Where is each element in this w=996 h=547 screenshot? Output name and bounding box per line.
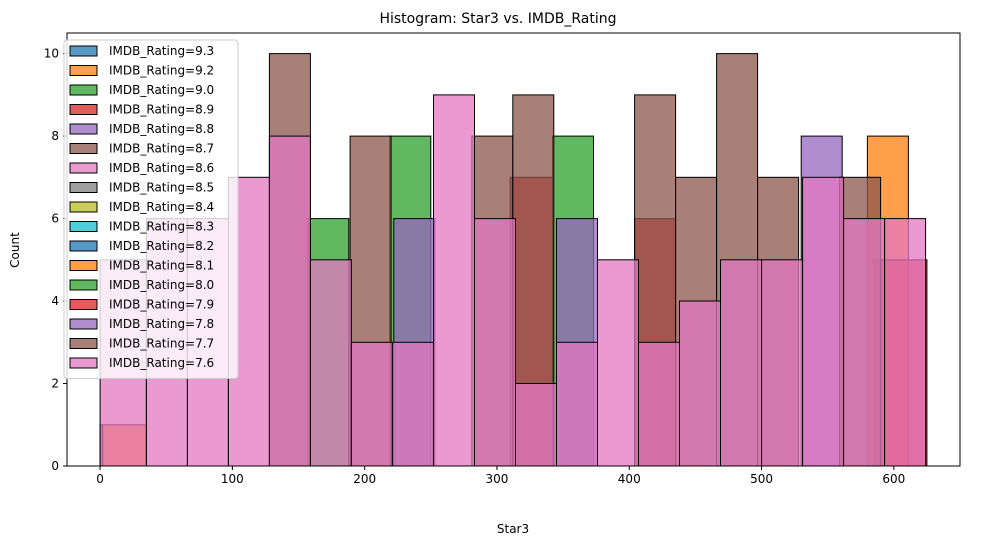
legend-label: IMDB_Rating=8.5	[109, 181, 214, 195]
legend-swatch	[69, 318, 98, 330]
legend-label: IMDB_Rating=9.2	[109, 64, 214, 78]
y-tick-label: 8	[51, 129, 59, 143]
legend-box	[63, 39, 239, 379]
chart-title: Histogram: Star3 vs. IMDB_Rating	[379, 11, 616, 27]
x-axis-label: Star3	[497, 522, 529, 536]
histogram-bar	[268, 135, 311, 467]
histogram-bar	[679, 300, 721, 467]
legend-label: IMDB_Rating=9.0	[109, 83, 214, 97]
histogram-bar	[720, 259, 762, 467]
legend-label: IMDB_Rating=8.0	[109, 278, 214, 292]
x-tick-label: 300	[486, 472, 509, 486]
histogram-bar	[556, 341, 598, 467]
legend-swatch	[69, 84, 98, 96]
x-tick-label: 400	[618, 472, 641, 486]
histogram-bar	[597, 259, 639, 467]
legend-label: IMDB_Rating=7.6	[109, 356, 214, 370]
legend-swatch	[69, 104, 98, 115]
histogram-bar	[761, 259, 804, 467]
legend: IMDB_Rating=9.3 IMDB_Rating=9.2 IMDB_Ratin…	[63, 39, 239, 379]
legend-swatch	[69, 182, 98, 193]
legend-swatch	[69, 279, 98, 291]
legend-label: IMDB_Rating=8.4	[109, 200, 214, 214]
legend-label: IMDB_Rating=8.2	[109, 239, 214, 253]
y-tick-label: 4	[51, 294, 59, 308]
legend-label: IMDB_Rating=8.9	[109, 103, 214, 117]
legend-label: IMDB_Rating=8.6	[109, 161, 214, 175]
legend-swatch	[69, 299, 98, 310]
legend-label: IMDB_Rating=8.1	[109, 259, 214, 273]
histogram-bar	[433, 94, 475, 467]
histogram-bar	[884, 218, 927, 467]
plot-area	[99, 53, 928, 467]
legend-swatch	[69, 357, 98, 369]
x-tick-label: 600	[882, 472, 905, 486]
histogram-bar	[391, 341, 434, 467]
legend-swatch	[69, 221, 98, 232]
legend-label: IMDB_Rating=8.3	[109, 220, 214, 234]
legend-swatch	[69, 240, 98, 252]
x-tick-label: 500	[750, 472, 773, 486]
histogram-bar	[350, 341, 393, 467]
histogram-bar	[638, 341, 680, 467]
legend-label: IMDB_Rating=7.7	[109, 337, 214, 351]
legend-swatch	[69, 338, 98, 349]
y-axis-label: Count	[8, 232, 22, 268]
histogram-bar	[309, 259, 352, 467]
legend-label: IMDB_Rating=8.7	[109, 142, 214, 156]
legend-swatch	[69, 45, 98, 57]
legend-label: IMDB_Rating=9.3	[109, 44, 214, 58]
y-axis: 0 2 4 6 8 10	[44, 47, 67, 473]
legend-label: IMDB_Rating=8.8	[109, 122, 214, 136]
histogram-bar	[515, 383, 557, 467]
legend-swatch	[69, 260, 98, 271]
legend-swatch	[69, 201, 98, 213]
legend-label: IMDB_Rating=7.8	[109, 317, 214, 331]
y-tick-label: 2	[51, 377, 59, 391]
histogram-bar	[802, 176, 845, 467]
legend-label: IMDB_Rating=7.9	[109, 298, 214, 312]
x-tick-label: 100	[221, 472, 244, 486]
x-tick-label: 200	[353, 472, 376, 486]
y-tick-label: 0	[51, 459, 59, 473]
legend-swatch	[69, 123, 98, 135]
legend-swatch	[69, 162, 98, 174]
y-tick-label: 10	[44, 47, 59, 61]
x-tick-label: 0	[96, 472, 104, 486]
histogram-bar	[474, 218, 516, 467]
x-axis: 0 100 200 300 400 500 600	[96, 466, 905, 486]
histogram-bar	[843, 218, 886, 467]
legend-swatch	[69, 65, 98, 76]
legend-swatch	[69, 143, 98, 154]
y-tick-label: 6	[51, 212, 59, 226]
